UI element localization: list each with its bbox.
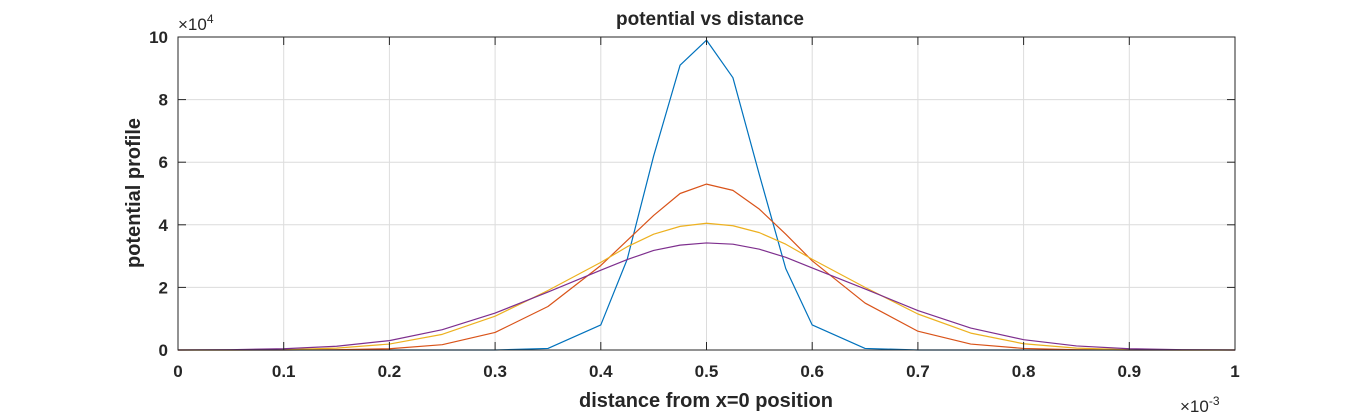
x-tick-label: 0.9 (1117, 362, 1141, 381)
y-exponent-base: ×10 (178, 15, 207, 34)
tick-marks (177, 36, 1236, 351)
x-tick-label: 0.8 (1012, 362, 1036, 381)
x-tick-label: 1 (1230, 362, 1239, 381)
x-exponent-power: -3 (1209, 394, 1220, 408)
svg-text:×10-3: ×10-3 (1180, 394, 1220, 416)
y-tick-label: 4 (159, 216, 169, 235)
x-tick-label: 0.1 (272, 362, 296, 381)
series-line-4 (177, 242, 1236, 351)
x-tick-label: 0 (173, 362, 182, 381)
x-tick-label: 0.7 (906, 362, 930, 381)
grid-lines (178, 37, 1235, 350)
x-tick-label: 0.6 (800, 362, 824, 381)
y-tick-label: 10 (149, 28, 168, 47)
y-tick-labels: 0 2 4 6 8 10 (149, 28, 168, 360)
svg-text:×104: ×104 (178, 12, 214, 34)
y-axis-label: potential profile (123, 118, 145, 268)
x-tick-labels: 0 0.1 0.2 0.3 0.4 0.5 0.6 0.7 0.8 0.9 1 (173, 362, 1239, 381)
y-tick-label: 0 (159, 341, 168, 360)
y-tick-label: 6 (159, 153, 168, 172)
y-tick-label: 2 (159, 278, 168, 297)
x-axis-label: distance from x=0 position (579, 390, 833, 412)
chart-title: potential vs distance (616, 9, 804, 30)
x-exponent: ×10-3 (1180, 394, 1220, 416)
y-tick-label: 8 (159, 91, 168, 110)
y-exponent-power: 4 (207, 12, 214, 26)
x-exponent-base: ×10 (1180, 397, 1209, 416)
x-tick-label: 0.2 (378, 362, 402, 381)
y-exponent: ×104 (178, 12, 214, 34)
x-tick-label: 0.5 (695, 362, 719, 381)
x-tick-label: 0.3 (483, 362, 507, 381)
x-tick-label: 0.4 (589, 362, 613, 381)
